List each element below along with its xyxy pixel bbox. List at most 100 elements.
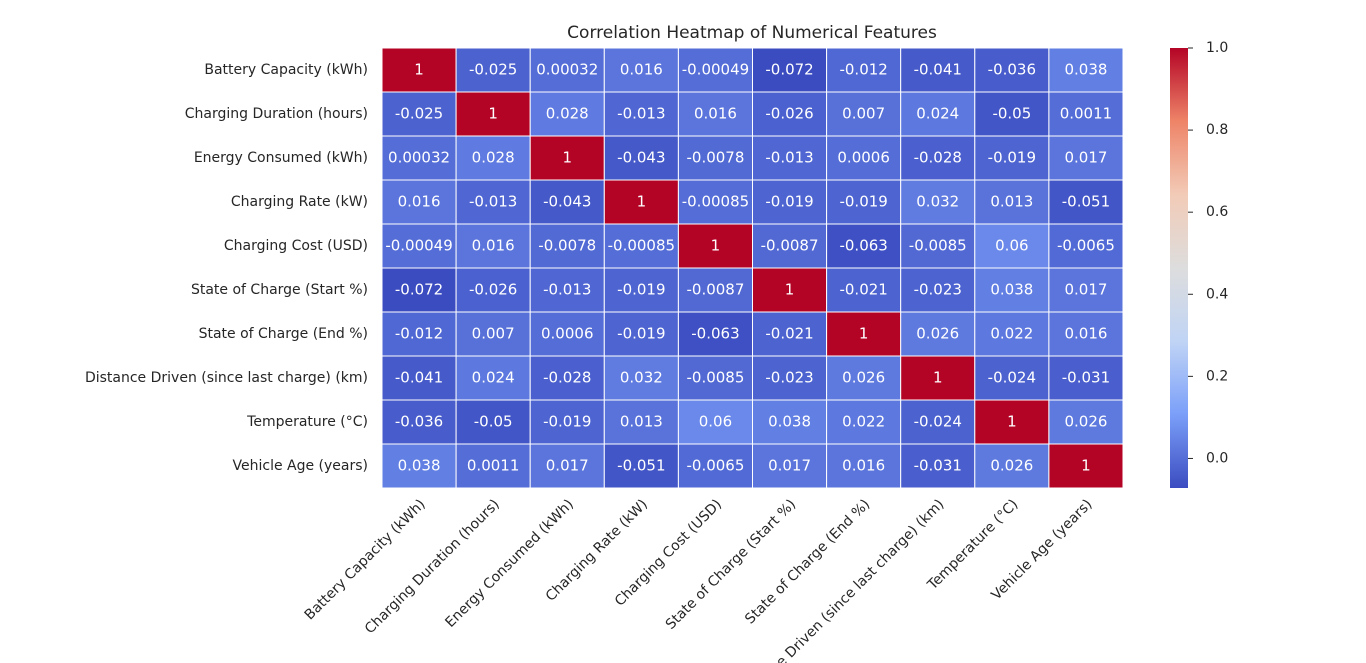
cell-label: 0.026 (1064, 413, 1107, 431)
cell-label: -0.025 (469, 61, 517, 79)
cell-label: -0.013 (543, 281, 591, 299)
cell-label: 0.06 (995, 237, 1028, 255)
cell-label: -0.00049 (385, 237, 452, 255)
cell-label: -0.013 (765, 149, 813, 167)
heatmap-cell (752, 47, 828, 93)
heatmap-cell (677, 223, 754, 269)
cell-label: -0.021 (765, 325, 813, 343)
cell-label: -0.031 (914, 457, 962, 475)
cell-label: 0.0006 (541, 325, 594, 343)
cell-label: 1 (1081, 457, 1091, 475)
cell-label: -0.0087 (761, 237, 819, 255)
y-tick-label: Battery Capacity (kWh) (204, 62, 368, 78)
y-tick-label: Charging Cost (USD) (224, 238, 368, 254)
heatmap-cell (826, 179, 902, 225)
cell-label: 0.013 (620, 413, 663, 431)
heatmap-cell (1048, 223, 1124, 269)
cell-label: -0.0078 (686, 149, 744, 167)
y-tick-label: Temperature (°C) (246, 414, 368, 430)
cell-label: -0.013 (617, 105, 665, 123)
heatmap-cell (826, 223, 902, 269)
cell-label: 0.0011 (467, 457, 520, 475)
cell-label: 0.022 (990, 325, 1033, 343)
y-tick-label: State of Charge (End %) (199, 326, 368, 342)
cell-label: -0.0065 (1057, 237, 1115, 255)
heatmap-cell (529, 47, 605, 93)
cell-label: -0.019 (543, 413, 591, 431)
cell-label: 0.00032 (536, 61, 598, 79)
cell-label: 0.026 (842, 369, 885, 387)
heatmap-cell (677, 355, 754, 401)
colorbar-tick-label: 0.8 (1206, 122, 1228, 138)
cell-label: -0.026 (765, 105, 813, 123)
heatmap-cell (1048, 355, 1124, 401)
heatmap-cell (529, 355, 605, 401)
heatmap-cell (381, 179, 457, 225)
cell-label: 0.038 (990, 281, 1033, 299)
heatmap-cell (381, 311, 457, 357)
cell-label: -0.012 (839, 61, 887, 79)
heatmap-cell (677, 399, 754, 445)
heatmap-cell (974, 355, 1050, 401)
cell-label: -0.063 (839, 237, 887, 255)
heatmap-cell (455, 135, 531, 181)
cell-label: -0.024 (988, 369, 1036, 387)
heatmap-cell (455, 443, 531, 489)
heatmap-cell (826, 443, 902, 489)
cell-label: 0.038 (768, 413, 811, 431)
colorbar-tick-label: 0.0 (1206, 450, 1228, 466)
heatmap-cell (826, 135, 902, 181)
cell-label: -0.063 (691, 325, 739, 343)
chart-title: Correlation Heatmap of Numerical Feature… (567, 23, 937, 43)
cell-label: 1 (637, 193, 647, 211)
cell-label: 0.026 (916, 325, 959, 343)
heatmap-cell (900, 311, 976, 357)
heatmap-cell (974, 443, 1050, 489)
heatmap-cell (900, 91, 976, 137)
heatmap-cell (455, 355, 531, 401)
heatmap-cell (1048, 399, 1124, 445)
cell-label: -0.043 (543, 193, 591, 211)
heatmap-cell (900, 355, 976, 401)
cell-label: -0.019 (839, 193, 887, 211)
colorbar-tick-label: 1.0 (1206, 40, 1228, 56)
cell-label: -0.028 (914, 149, 962, 167)
heatmap-cell (529, 135, 605, 181)
heatmap-cell (381, 47, 457, 93)
heatmap-cell (603, 399, 679, 445)
heatmap-cell (974, 91, 1050, 137)
x-tick-label: State of Charge (End %) (742, 496, 873, 627)
heatmap-cell (381, 135, 457, 181)
cell-label: -0.051 (617, 457, 665, 475)
cell-label: 1 (785, 281, 795, 299)
heatmap-cell (974, 311, 1050, 357)
x-tick-label: State of Charge (Start %) (663, 496, 799, 632)
heatmap-cell (974, 399, 1050, 445)
cell-label: 0.024 (916, 105, 959, 123)
cell-label: 0.026 (990, 457, 1033, 475)
heatmap-cell (752, 355, 828, 401)
cell-label: 0.024 (472, 369, 515, 387)
x-tick-label: Charging Duration (hours) (362, 496, 503, 637)
cell-label: -0.072 (395, 281, 443, 299)
cell-label: 0.013 (990, 193, 1033, 211)
cell-label: 0.016 (1064, 325, 1107, 343)
cell-label: -0.031 (1062, 369, 1110, 387)
cell-label: -0.021 (839, 281, 887, 299)
cell-label: 1 (933, 369, 943, 387)
cell-label: -0.0085 (909, 237, 967, 255)
cell-label: 0.038 (1064, 61, 1107, 79)
cell-label: 0.00032 (388, 149, 450, 167)
cell-label: 0.016 (694, 105, 737, 123)
heatmap-cell (752, 91, 828, 137)
cell-label: -0.013 (469, 193, 517, 211)
cell-label: 1 (562, 149, 572, 167)
heatmap-cell (1048, 443, 1124, 489)
y-tick-label: State of Charge (Start %) (191, 282, 368, 298)
heatmap-cell (603, 443, 679, 489)
heatmap-cell (752, 311, 828, 357)
heatmap-cell (974, 135, 1050, 181)
cell-label: -0.0078 (538, 237, 596, 255)
heatmap-cell (900, 47, 976, 93)
